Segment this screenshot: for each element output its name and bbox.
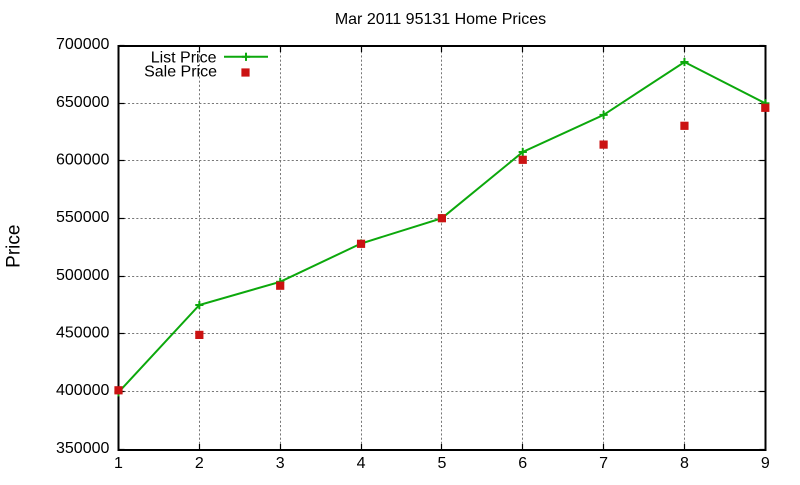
svg-text:4: 4 [357, 455, 366, 472]
svg-text:650000: 650000 [56, 94, 109, 111]
svg-text:1: 1 [114, 455, 123, 472]
svg-text:350000: 350000 [56, 440, 109, 457]
svg-text:600000: 600000 [56, 152, 109, 169]
svg-text:Price: Price [4, 225, 25, 268]
svg-text:500000: 500000 [56, 267, 109, 284]
svg-text:List Price: List Price [151, 50, 217, 67]
svg-text:7: 7 [599, 455, 608, 472]
svg-text:8: 8 [680, 455, 689, 472]
svg-text:6: 6 [518, 455, 527, 472]
svg-text:Mar 2011 95131 Home Prices: Mar 2011 95131 Home Prices [335, 11, 546, 28]
svg-text:400000: 400000 [56, 382, 109, 399]
svg-text:550000: 550000 [56, 209, 109, 226]
svg-text:3: 3 [276, 455, 285, 472]
svg-text:Sale Price: Sale Price [144, 64, 217, 81]
svg-text:5: 5 [437, 455, 446, 472]
svg-text:2: 2 [195, 455, 204, 472]
svg-text:9: 9 [761, 455, 770, 472]
svg-text:450000: 450000 [56, 325, 109, 342]
svg-text:700000: 700000 [56, 36, 109, 53]
